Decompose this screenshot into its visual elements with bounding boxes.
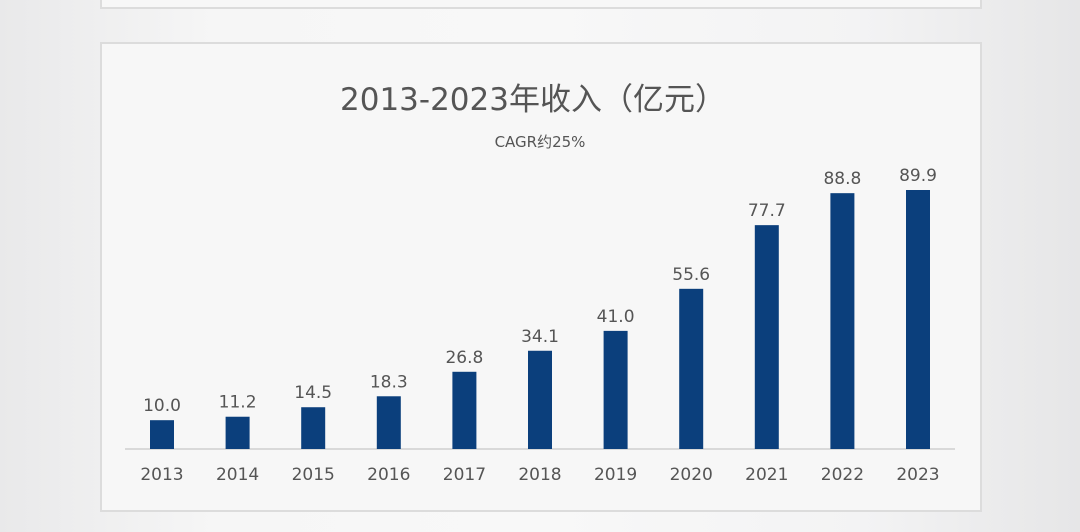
data-label-2021: 77.7 — [748, 201, 786, 221]
bar-2023 — [906, 190, 930, 449]
bar-2022 — [830, 193, 855, 449]
x-tick-label-2022: 2022 — [821, 465, 864, 485]
data-label-2019: 41.0 — [597, 307, 635, 327]
x-tick-label-2018: 2018 — [518, 465, 561, 485]
x-tick-label-2020: 2020 — [670, 465, 713, 485]
x-tick-label-2021: 2021 — [745, 465, 788, 485]
data-label-2022: 88.8 — [823, 169, 861, 189]
bar-2016 — [376, 396, 401, 449]
x-tick-label-2013: 2013 — [140, 465, 183, 485]
x-tick-label-2017: 2017 — [443, 465, 486, 485]
x-tick-label-2016: 2016 — [367, 465, 410, 485]
bar-2014 — [225, 416, 250, 449]
data-label-2020: 55.6 — [672, 265, 710, 285]
x-tick-label-2014: 2014 — [216, 465, 259, 485]
previous-card — [100, 0, 982, 9]
chart-title: 2013-2023年收入（亿元） — [340, 82, 726, 118]
data-label-2018: 34.1 — [521, 327, 559, 347]
data-label-2014: 11.2 — [219, 393, 257, 413]
bar-2017 — [452, 371, 477, 449]
bar-2015 — [301, 407, 326, 449]
data-label-2023: 89.9 — [899, 166, 937, 186]
x-tick-label-2023: 2023 — [896, 465, 939, 485]
chart-subtitle: CAGR约25% — [495, 133, 586, 151]
data-label-2015: 14.5 — [294, 383, 332, 403]
x-tick-label-2019: 2019 — [594, 465, 637, 485]
data-label-2016: 18.3 — [370, 372, 408, 392]
bar-2021 — [754, 225, 779, 449]
bar-2019 — [603, 330, 628, 449]
bar-2020 — [679, 288, 704, 449]
data-label-2017: 26.8 — [445, 348, 483, 368]
data-label-2013: 10.0 — [143, 396, 181, 416]
x-tick-label-2015: 2015 — [292, 465, 335, 485]
bar-2018 — [528, 350, 552, 449]
bar-2013 — [150, 420, 174, 449]
